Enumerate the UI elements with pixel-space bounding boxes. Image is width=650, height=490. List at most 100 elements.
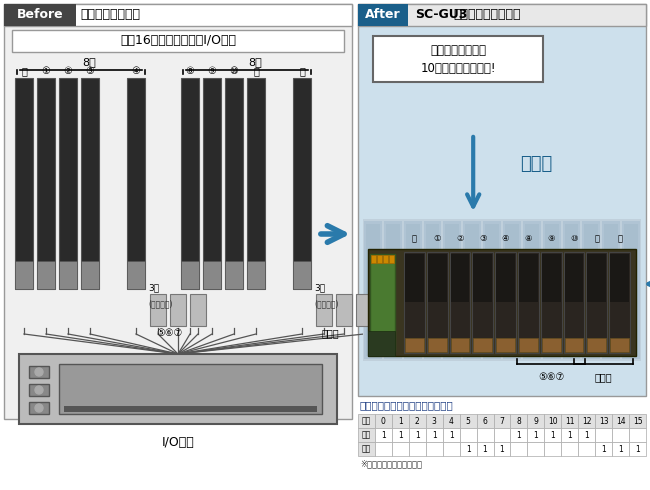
Text: 8: 8 bbox=[517, 416, 521, 425]
Bar bbox=[565, 224, 578, 356]
Bar bbox=[363, 219, 641, 361]
Text: 設定閑置模組後，: 設定閑置模組後， bbox=[430, 44, 486, 56]
Bar bbox=[426, 414, 443, 428]
Text: ⑬⑭⑮: ⑬⑭⑮ bbox=[322, 328, 339, 338]
Bar bbox=[476, 414, 493, 428]
Text: ※在輸出端設置閑置模組。: ※在輸出端設置閑置模組。 bbox=[360, 459, 422, 468]
Text: After: After bbox=[365, 8, 401, 22]
Text: ②: ② bbox=[64, 66, 72, 76]
Text: 1: 1 bbox=[567, 431, 572, 440]
Text: 14: 14 bbox=[616, 416, 625, 425]
Bar bbox=[624, 224, 638, 356]
Bar bbox=[629, 414, 646, 428]
Bar bbox=[443, 221, 461, 359]
Bar bbox=[375, 414, 392, 428]
Bar bbox=[181, 78, 199, 289]
Bar bbox=[356, 294, 372, 326]
Bar bbox=[565, 338, 584, 352]
Text: 15: 15 bbox=[632, 416, 642, 425]
Bar bbox=[604, 224, 618, 356]
Text: ⓪: ⓪ bbox=[21, 66, 27, 76]
Text: 6: 6 bbox=[482, 416, 488, 425]
Text: ⑤⑥⑦: ⑤⑥⑦ bbox=[538, 372, 564, 382]
Bar bbox=[375, 442, 392, 456]
Bar bbox=[4, 4, 76, 26]
Text: 12: 12 bbox=[582, 416, 592, 425]
Bar bbox=[426, 428, 443, 442]
Bar bbox=[493, 428, 510, 442]
Bar bbox=[225, 261, 243, 289]
Bar bbox=[409, 414, 426, 428]
Text: 11: 11 bbox=[565, 416, 575, 425]
Bar bbox=[368, 249, 636, 356]
Bar bbox=[203, 78, 221, 289]
Bar bbox=[37, 78, 55, 289]
Bar bbox=[578, 442, 595, 456]
Bar bbox=[358, 4, 646, 396]
Bar bbox=[12, 30, 344, 52]
Bar bbox=[595, 414, 612, 428]
Bar bbox=[405, 254, 424, 302]
Text: ⑧: ⑧ bbox=[525, 234, 532, 243]
Text: 4: 4 bbox=[448, 416, 454, 425]
Bar bbox=[562, 428, 578, 442]
Bar bbox=[483, 221, 501, 359]
Text: ④: ④ bbox=[131, 66, 140, 76]
Text: ②: ② bbox=[456, 234, 463, 243]
Bar bbox=[127, 78, 145, 289]
Bar bbox=[495, 252, 516, 353]
Bar bbox=[15, 78, 33, 289]
Text: ⑨: ⑨ bbox=[547, 234, 555, 243]
Text: ⑧: ⑧ bbox=[186, 66, 194, 76]
Bar bbox=[564, 252, 584, 353]
Bar bbox=[578, 428, 595, 442]
Text: 省空間: 省空間 bbox=[521, 155, 552, 173]
Bar bbox=[293, 78, 311, 289]
Bar bbox=[29, 366, 49, 378]
Text: (閑置模組): (閑置模組) bbox=[314, 299, 339, 308]
Bar bbox=[542, 254, 560, 302]
Bar bbox=[450, 252, 471, 353]
Circle shape bbox=[35, 368, 43, 376]
Text: ⑫: ⑫ bbox=[617, 234, 622, 243]
Bar bbox=[371, 255, 376, 263]
Bar bbox=[203, 261, 221, 289]
Text: ③: ③ bbox=[479, 234, 487, 243]
Text: 8台: 8台 bbox=[248, 57, 262, 67]
Bar bbox=[392, 428, 409, 442]
Bar bbox=[463, 221, 481, 359]
Bar bbox=[544, 414, 562, 428]
Bar bbox=[170, 294, 186, 326]
Bar bbox=[595, 428, 612, 442]
Bar bbox=[445, 224, 460, 356]
Bar bbox=[364, 221, 382, 359]
Bar bbox=[450, 254, 469, 302]
Text: ①: ① bbox=[434, 234, 441, 243]
Bar bbox=[59, 364, 322, 414]
Text: (閑置模組): (閑置模組) bbox=[148, 299, 172, 308]
Text: 1: 1 bbox=[618, 444, 623, 454]
Bar bbox=[59, 78, 77, 289]
Text: ⑩: ⑩ bbox=[229, 66, 239, 76]
Text: ⑫: ⑫ bbox=[299, 66, 305, 76]
Bar bbox=[373, 36, 543, 82]
Text: 8台: 8台 bbox=[82, 57, 96, 67]
Bar bbox=[383, 255, 388, 263]
Bar bbox=[443, 414, 460, 428]
Bar bbox=[29, 384, 49, 396]
Text: 5: 5 bbox=[465, 416, 471, 425]
Bar bbox=[465, 224, 479, 356]
Text: 0: 0 bbox=[381, 416, 386, 425]
Text: ①: ① bbox=[42, 66, 51, 76]
Bar bbox=[543, 221, 560, 359]
Circle shape bbox=[35, 404, 43, 412]
Bar bbox=[358, 442, 375, 456]
Bar bbox=[64, 406, 317, 412]
Bar bbox=[610, 338, 629, 352]
Bar bbox=[505, 224, 519, 356]
Bar bbox=[629, 442, 646, 456]
Text: 1: 1 bbox=[517, 431, 521, 440]
Bar bbox=[181, 261, 199, 289]
Bar bbox=[562, 442, 578, 456]
Bar bbox=[293, 261, 311, 289]
